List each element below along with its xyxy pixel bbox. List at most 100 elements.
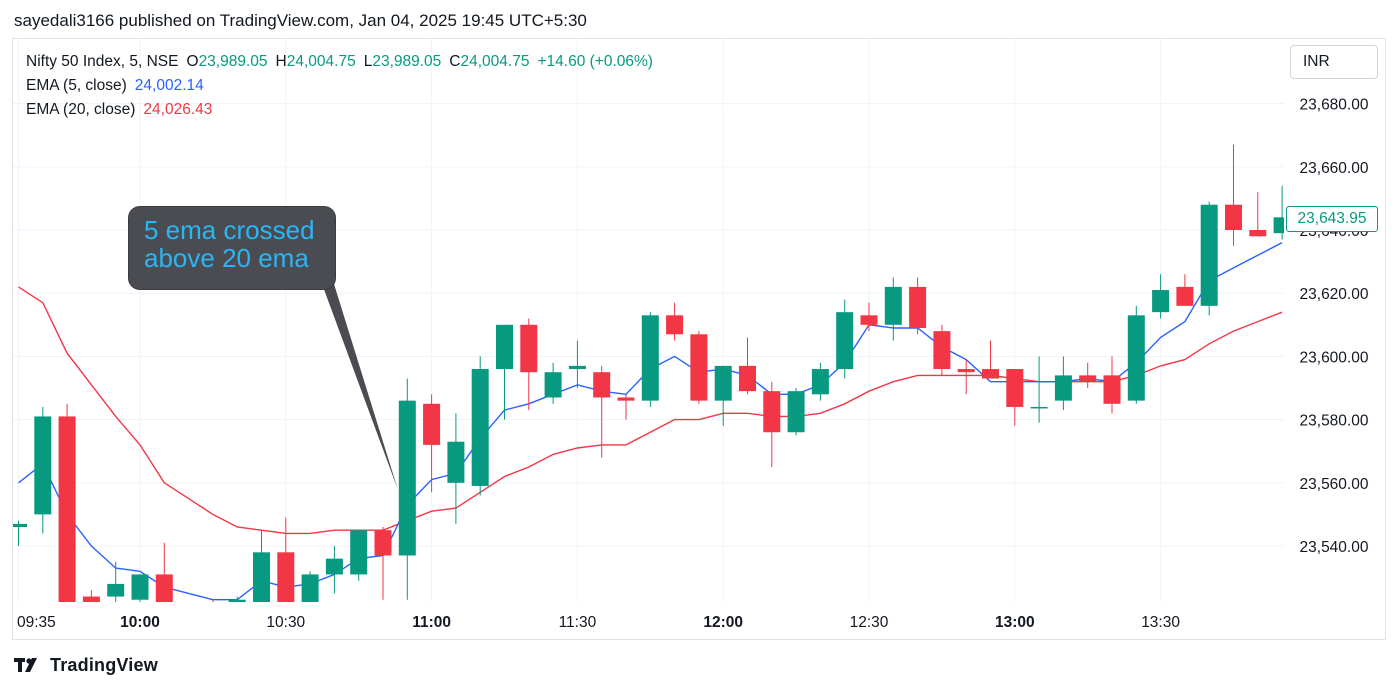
candle-body: [58, 416, 76, 602]
candle: [909, 277, 927, 335]
legend-change-value: +14.60 (+0.06%): [537, 53, 653, 70]
candle: [350, 530, 368, 581]
legend-ohlc-row: Nifty 50 Index, 5, NSE O23,989.05 H24,004.…: [26, 50, 653, 74]
candle: [1127, 305, 1145, 404]
candle-body: [253, 552, 270, 602]
candle: [520, 318, 538, 411]
candle: [1273, 185, 1284, 240]
candle-body: [423, 403, 441, 445]
candle-body: [909, 286, 927, 328]
candle: [787, 388, 805, 436]
legend-ema20-label: EMA (20, close): [26, 101, 136, 118]
candle-body: [714, 365, 732, 401]
candle: [277, 517, 295, 602]
candle: [641, 312, 659, 407]
candle-body: [471, 369, 489, 486]
candle-body: [398, 400, 416, 556]
candle-body: [1079, 375, 1097, 382]
legend-ema5-row[interactable]: EMA (5, close) 24,002.14: [26, 74, 653, 98]
time-axis-tick-label: 13:00: [995, 614, 1035, 631]
time-axis-tick-label: 12:00: [703, 614, 743, 631]
candle-body: [860, 315, 878, 325]
candle-body: [131, 574, 149, 600]
candle: [374, 527, 392, 600]
callout-box: [128, 206, 336, 290]
callout-line-2: above 20 ema: [144, 243, 309, 273]
legend-low-value: 23,989.05: [372, 53, 442, 70]
candle-body: [957, 369, 975, 373]
published-line: sayedali3166 published on TradingView.co…: [14, 11, 587, 30]
price-axis-tick-label: 23,680.00: [1300, 97, 1369, 114]
footer-brand-label: TradingView: [50, 654, 158, 675]
price-axis-tick-label: 23,620.00: [1300, 286, 1369, 303]
candle: [617, 394, 635, 420]
candle: [107, 561, 125, 602]
candle-body: [1054, 375, 1072, 401]
candle: [982, 340, 999, 379]
legend-ema20-row[interactable]: EMA (20, close) 24,026.43: [26, 98, 653, 122]
candle-body: [787, 391, 805, 433]
candle-body: [1273, 217, 1284, 234]
legend-close-label: C: [449, 53, 461, 70]
legend-high-label: H: [275, 53, 287, 70]
candle-body: [544, 372, 562, 398]
candle: [860, 302, 878, 332]
candle-body: [277, 552, 295, 602]
candle: [739, 337, 756, 395]
candle: [155, 542, 173, 602]
candle: [763, 381, 781, 467]
currency-selector[interactable]: INR: [1290, 45, 1378, 79]
candle: [253, 530, 270, 602]
candle: [1079, 362, 1097, 388]
candle: [1225, 144, 1242, 246]
candle: [568, 340, 586, 388]
candle: [1176, 274, 1194, 306]
candle-body: [1225, 204, 1242, 230]
candle-body: [301, 574, 319, 602]
candle-body: [34, 416, 52, 515]
candle-body: [690, 334, 708, 401]
candle: [836, 299, 854, 379]
candle-body: [325, 558, 343, 575]
candle: [212, 599, 214, 602]
candle-body: [884, 286, 902, 325]
legend-high-value: 24,004.75: [286, 53, 356, 70]
candle-body: [1103, 375, 1121, 404]
time-axis-tick-label: 11:30: [559, 614, 597, 631]
candle-body: [1249, 230, 1267, 237]
price-axis-tick-label: 23,580.00: [1300, 413, 1369, 430]
candle-body: [1127, 315, 1145, 401]
time-axis: 09:35 10:00 10:30 11:00 11:30 12:00 12:30 13:00…: [17, 614, 1180, 631]
callout-line-1: 5 ema crossed: [144, 215, 315, 245]
tradingview-logo-icon: [14, 658, 37, 672]
candle: [82, 590, 100, 602]
candle: [496, 324, 513, 420]
candle: [593, 365, 611, 458]
candle-body: [933, 331, 951, 370]
footer-brand[interactable]: TradingView: [14, 654, 158, 676]
price-axis-tick-label: 23,560.00: [1300, 476, 1369, 493]
candle-body: [617, 397, 635, 401]
candle-body: [568, 365, 586, 370]
candle: [398, 378, 416, 600]
candle: [714, 365, 732, 426]
candle-body: [180, 609, 197, 615]
candle: [34, 406, 52, 534]
candle-body: [836, 312, 854, 370]
candle-body: [811, 369, 829, 395]
candle: [13, 520, 27, 546]
candle: [180, 603, 197, 635]
candle: [1249, 192, 1267, 237]
legend-ema5-label: EMA (5, close): [26, 77, 127, 94]
candle-body: [1200, 204, 1218, 306]
candle: [447, 413, 465, 524]
price-axis-tick-label: 23,540.00: [1300, 539, 1369, 556]
chart-legend: Nifty 50 Index, 5, NSE O23,989.05 H24,004.…: [26, 50, 653, 122]
time-axis-tick-label: 12:30: [850, 614, 889, 631]
legend-symbol: Nifty 50 Index, 5, NSE: [26, 53, 179, 70]
callout-pointer: [322, 284, 398, 490]
candle-body: [228, 599, 246, 602]
candle: [423, 394, 441, 493]
legend-low-label: L: [363, 53, 373, 70]
